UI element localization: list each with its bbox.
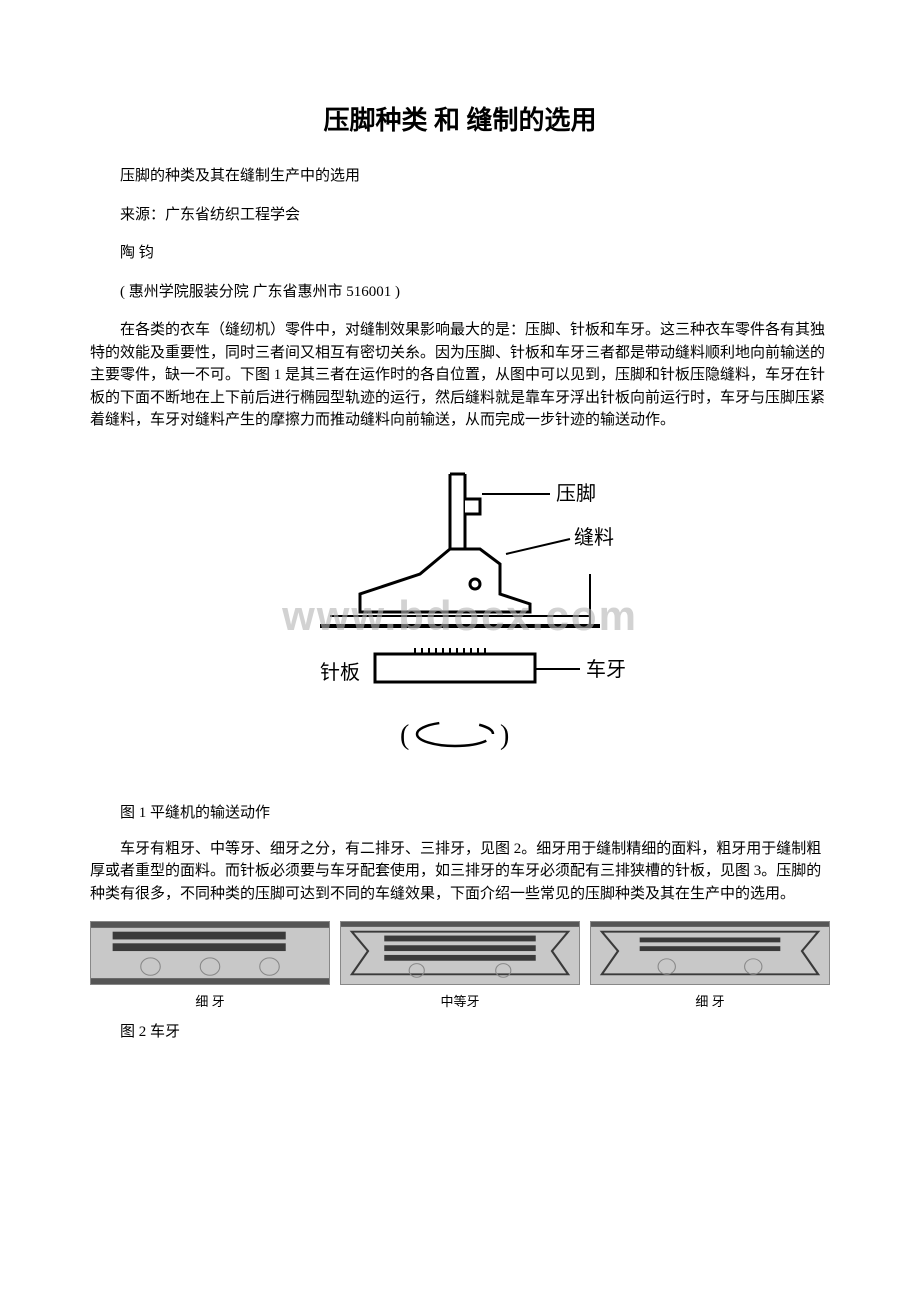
source-text: 来源：广东省纺织工程学会 (90, 204, 830, 227)
teeth-item: 中等牙 (340, 921, 580, 1010)
figure-2-caption: 图 2 车牙 (90, 1020, 830, 1041)
teeth-item: 细 牙 (590, 921, 830, 1010)
teeth-label: 细 牙 (90, 991, 330, 1010)
body-paragraph-2: 车牙有粗牙、中等牙、细牙之分，有二排牙、三排牙，见图 2。细牙用于缝制精细的面料… (90, 838, 830, 906)
teeth-item: 细 牙 (90, 921, 330, 1010)
figure-1-caption: 图 1 平缝机的输送动作 (90, 801, 830, 822)
label-zhenban: 针板 (320, 661, 360, 684)
svg-text:): ) (500, 720, 509, 751)
teeth-image-medium (340, 921, 580, 985)
teeth-image-fine-1 (90, 921, 330, 985)
author-text: 陶 钧 (90, 242, 830, 265)
teeth-label: 中等牙 (340, 991, 580, 1010)
figure-2: 细 牙 中等牙 (90, 921, 830, 1010)
body-paragraph-1: 在各类的衣车（缝纫机）零件中，对缝制效果影响最大的是：压脚、针板和车牙。这三种衣… (90, 319, 830, 432)
svg-text:(: ( (400, 720, 409, 751)
teeth-image-fine-2 (590, 921, 830, 985)
label-fengliao: 缝料 (574, 526, 614, 549)
affiliation-text: ( 惠州学院服装分院 广东省惠州市 516001 ) (90, 281, 830, 304)
teeth-label: 细 牙 (590, 991, 830, 1010)
label-yajiao: 压脚 (556, 482, 596, 505)
figure-1-svg: 压脚 缝料 针板 车牙 ( ) (250, 454, 670, 774)
figure-1: www.bdocx.com 压脚 缝料 针板 (90, 454, 830, 779)
subtitle-text: 压脚的种类及其在缝制生产中的选用 (90, 165, 830, 188)
page-title: 压脚种类 和 缝制的选用 (90, 100, 830, 137)
label-cheya: 车牙 (586, 658, 626, 681)
